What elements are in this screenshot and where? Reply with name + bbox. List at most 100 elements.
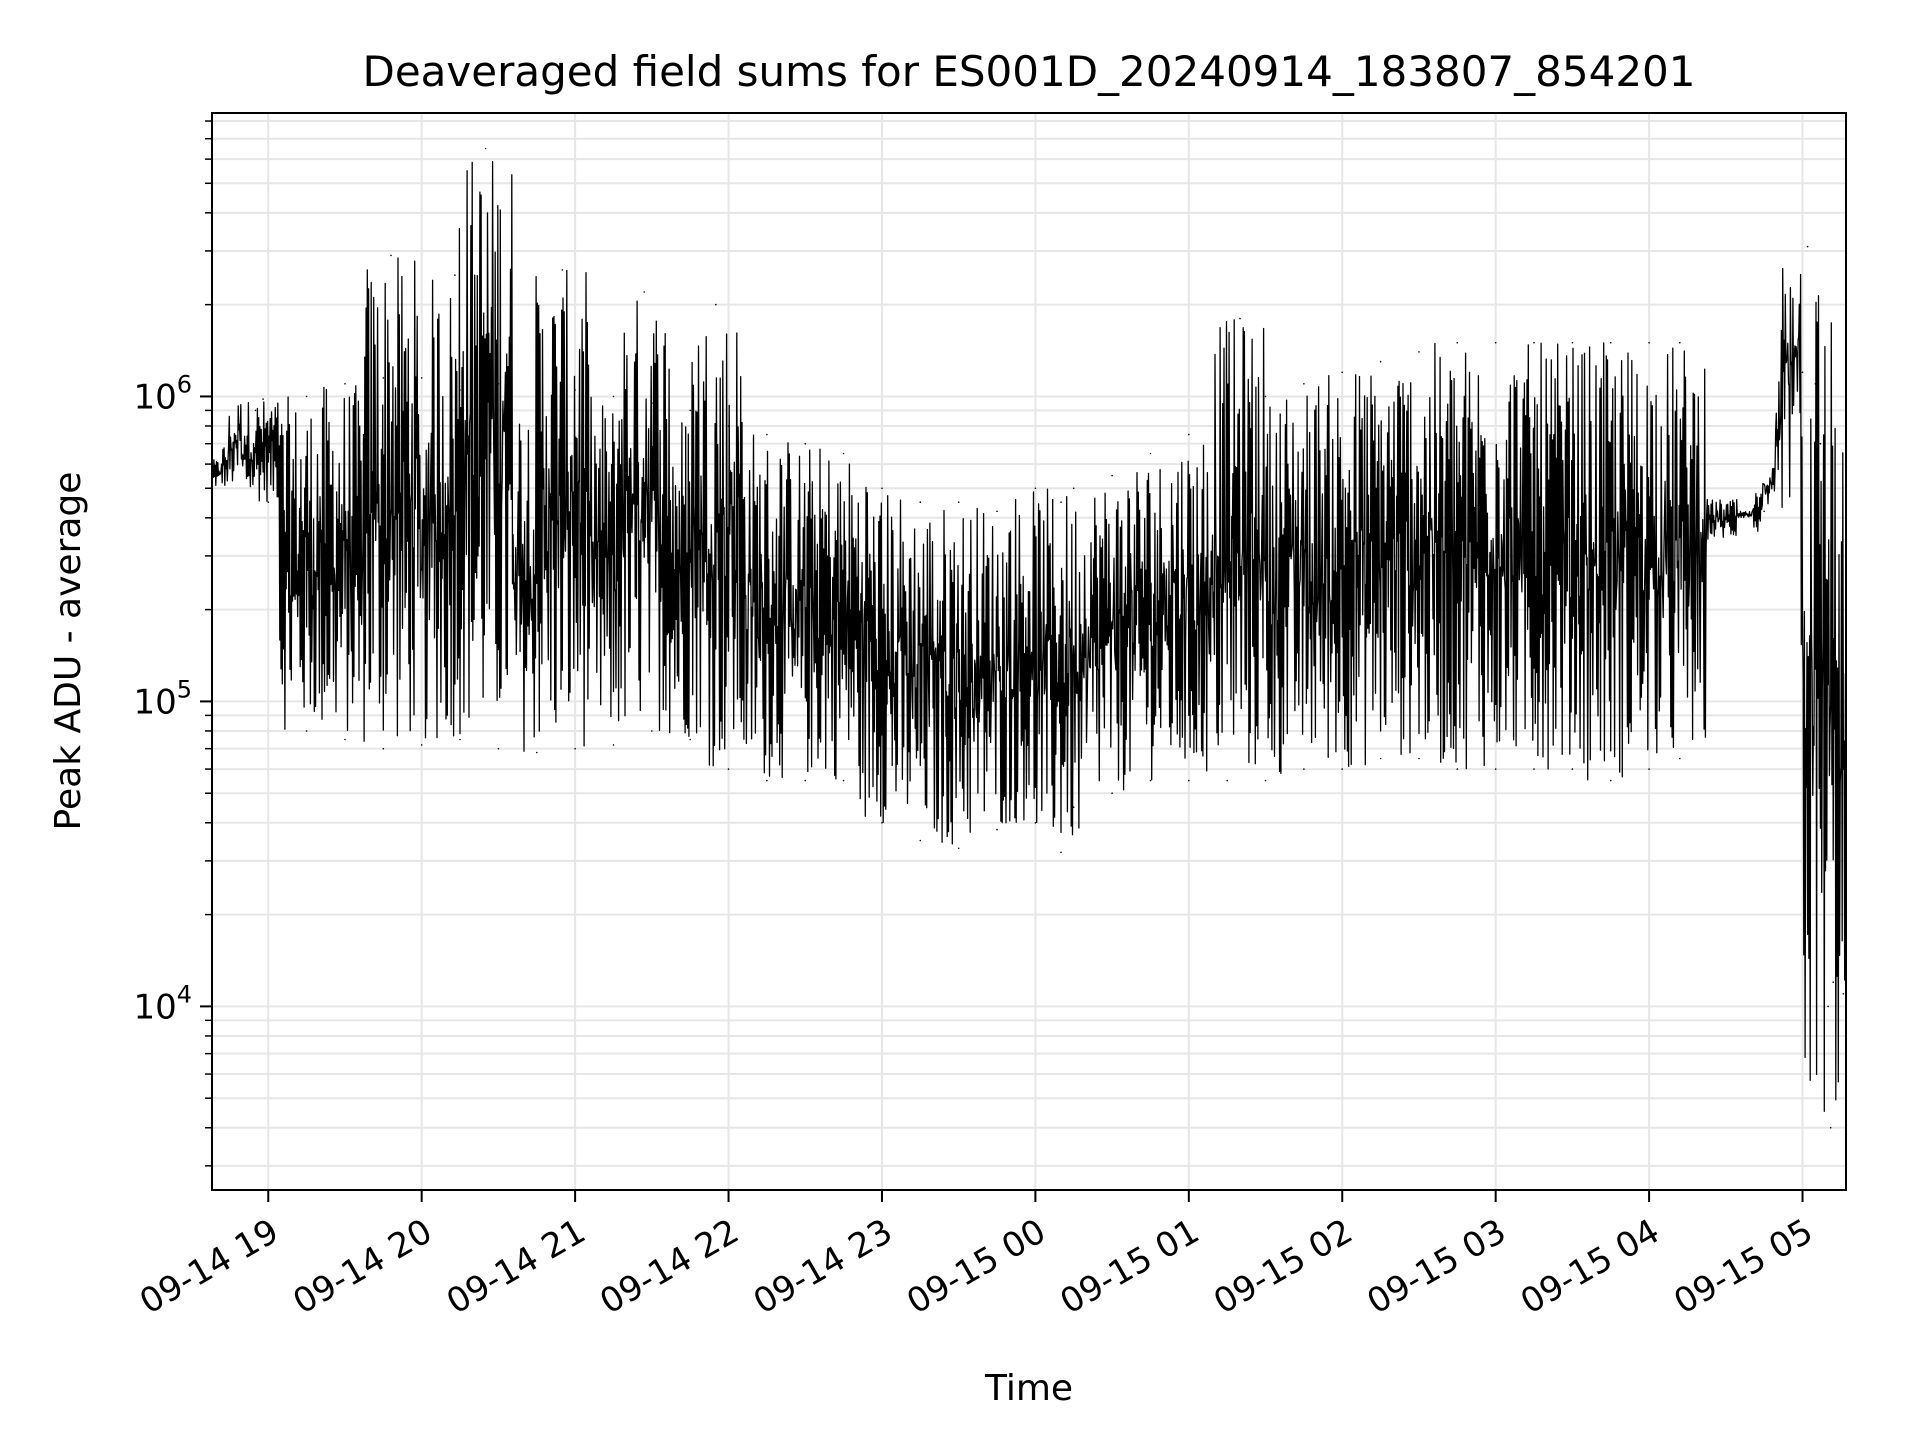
data-point bbox=[1788, 463, 1791, 465]
data-point bbox=[1763, 510, 1765, 513]
data-point bbox=[1264, 779, 1267, 782]
data-point bbox=[612, 744, 615, 746]
data-point bbox=[1072, 806, 1075, 808]
data-point bbox=[689, 738, 691, 741]
data-point bbox=[344, 383, 346, 385]
data-point bbox=[497, 383, 500, 385]
data-point bbox=[957, 501, 960, 504]
data-point bbox=[1034, 822, 1037, 824]
data-point bbox=[1679, 757, 1681, 760]
data-point bbox=[382, 747, 385, 750]
data-point bbox=[420, 744, 423, 746]
data-point bbox=[382, 377, 385, 379]
data-point bbox=[727, 425, 730, 427]
y-tick-base: 10 bbox=[133, 987, 176, 1027]
data-point bbox=[254, 409, 257, 412]
data-point bbox=[842, 452, 845, 455]
data-point bbox=[804, 779, 807, 782]
data-point bbox=[1341, 768, 1343, 770]
data-point bbox=[766, 779, 768, 782]
data-point bbox=[344, 738, 346, 741]
data-point bbox=[1814, 383, 1817, 385]
data-point bbox=[1188, 779, 1190, 782]
data-point bbox=[1609, 779, 1612, 782]
data-point bbox=[1341, 371, 1343, 374]
data-point bbox=[881, 822, 883, 824]
data-point bbox=[1533, 768, 1535, 770]
data-point bbox=[1648, 341, 1650, 344]
data-point bbox=[1533, 341, 1535, 344]
data-point bbox=[1648, 768, 1650, 770]
data-point bbox=[1226, 417, 1228, 419]
x-axis-label: Time bbox=[984, 1368, 1073, 1409]
data-point bbox=[1609, 341, 1612, 344]
data-point bbox=[574, 747, 576, 750]
data-point bbox=[1801, 371, 1804, 374]
data-point bbox=[919, 839, 922, 842]
data-point bbox=[454, 274, 456, 276]
data-point bbox=[612, 395, 615, 398]
data-point bbox=[536, 383, 538, 385]
data-point bbox=[1829, 1126, 1832, 1129]
data-point bbox=[247, 442, 249, 445]
data-point bbox=[1494, 768, 1497, 770]
data-point bbox=[1418, 351, 1420, 353]
data-point bbox=[651, 730, 653, 732]
data-point bbox=[881, 487, 883, 490]
data-point bbox=[305, 395, 308, 398]
data-point bbox=[1494, 341, 1497, 344]
data-point bbox=[715, 303, 717, 306]
data-point bbox=[919, 501, 922, 504]
data-point bbox=[536, 751, 538, 754]
data-point bbox=[1837, 1073, 1840, 1075]
data-point bbox=[1827, 1005, 1829, 1008]
y-tick-exponent: 5 bbox=[177, 675, 192, 703]
data-point bbox=[561, 269, 564, 271]
data-point bbox=[1681, 517, 1684, 519]
y-tick-label: 106 bbox=[133, 370, 192, 417]
data-point bbox=[1379, 757, 1382, 760]
data-point bbox=[1456, 341, 1459, 344]
data-point bbox=[1571, 341, 1574, 344]
data-point bbox=[1832, 981, 1834, 983]
data-point bbox=[267, 501, 270, 504]
data-point bbox=[957, 847, 960, 850]
data-point bbox=[1060, 851, 1062, 854]
data-point bbox=[484, 147, 487, 150]
data-point bbox=[497, 747, 500, 750]
data-point bbox=[1571, 768, 1574, 770]
data-point bbox=[996, 510, 998, 513]
plot-area-frame bbox=[211, 112, 1847, 1191]
data-point bbox=[1819, 442, 1822, 445]
data-point bbox=[1264, 395, 1267, 398]
data-point bbox=[1418, 757, 1420, 760]
data-point bbox=[420, 377, 423, 379]
y-tick-base: 10 bbox=[133, 682, 176, 722]
data-point bbox=[262, 398, 264, 400]
y-tick-exponent: 4 bbox=[177, 980, 192, 1008]
data-point bbox=[1111, 474, 1113, 477]
data-point bbox=[766, 433, 768, 436]
y-tick-base: 10 bbox=[133, 377, 176, 417]
chart-title: Deaveraged field sums for ES001D_2024091… bbox=[363, 47, 1696, 96]
data-point bbox=[1456, 768, 1459, 770]
data-point bbox=[804, 442, 807, 445]
y-tick-exponent: 6 bbox=[177, 370, 192, 398]
data-point bbox=[574, 389, 576, 391]
data-point bbox=[1226, 779, 1228, 782]
data-point bbox=[1379, 360, 1382, 363]
data-point bbox=[727, 768, 730, 770]
data-point bbox=[1149, 452, 1152, 455]
data-point bbox=[996, 828, 998, 831]
y-tick-label: 104 bbox=[133, 980, 192, 1027]
data-point bbox=[305, 730, 308, 732]
y-tick-label: 105 bbox=[133, 675, 192, 722]
data-point bbox=[1188, 433, 1190, 436]
data-point bbox=[1239, 317, 1241, 320]
data-point bbox=[459, 389, 461, 391]
data-point bbox=[1111, 792, 1113, 794]
data-point bbox=[1806, 245, 1809, 248]
data-point bbox=[1303, 768, 1305, 770]
